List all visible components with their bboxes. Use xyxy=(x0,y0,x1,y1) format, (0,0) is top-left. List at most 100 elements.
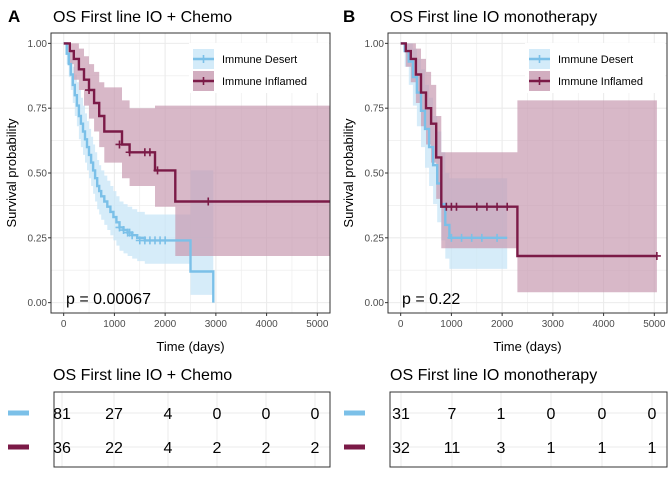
x-tick-label: 5000 xyxy=(643,319,666,330)
y-tick-label: 0.00 xyxy=(365,298,385,309)
risk-table-cell: 0 xyxy=(311,406,320,423)
risk-table-cell: 11 xyxy=(444,440,461,457)
risk-table-title: OS First line IO + Chemo xyxy=(53,367,232,384)
risk-table-cell: 1 xyxy=(547,440,556,457)
censor-mark xyxy=(467,233,476,242)
legend-label-immune-inflamed: Immune Inflamed xyxy=(222,76,307,88)
y-tick-label: 0.25 xyxy=(365,233,385,244)
panel-A: A OS First line IO + Chemo Immune DesertIm… xyxy=(4,7,331,468)
risk-table-background xyxy=(54,392,330,467)
risk-table-cell: 1 xyxy=(598,440,607,457)
risk-table-cell: 0 xyxy=(648,406,657,423)
x-tick-label: 2000 xyxy=(491,319,514,330)
censor-mark xyxy=(493,233,502,242)
censor-mark xyxy=(447,233,456,242)
y-tick-label: 0.50 xyxy=(365,169,385,180)
y-axis: 0.00 0.25 0.50 0.75 1.00 Survival probability xyxy=(341,39,388,309)
x-tick-label: 4000 xyxy=(592,319,615,330)
risk-table-cell: 2 xyxy=(262,440,271,457)
plot-title: OS First line IO monotherapy xyxy=(390,9,597,26)
risk-table-cell: 3 xyxy=(497,440,506,457)
risk-table-cell: 36 xyxy=(53,440,71,457)
y-axis: 0.00 0.25 0.50 0.75 1.00 Survival probability xyxy=(4,39,51,309)
risk-table-cell: 4 xyxy=(164,440,173,457)
censor-mark xyxy=(477,233,486,242)
risk-table-border xyxy=(389,391,668,468)
censor-mark xyxy=(493,202,502,211)
risk-table-cell: 32 xyxy=(392,440,410,457)
survival-curve-immune-inflamed xyxy=(400,42,657,258)
legend: Immune Desert Immune Inflamed xyxy=(189,43,329,93)
ci-band-immune-inflamed xyxy=(400,43,657,293)
censor-mark xyxy=(115,140,124,149)
x-axis-label: Time (days) xyxy=(493,339,561,354)
legend-label-immune-inflamed: Immune Inflamed xyxy=(558,76,643,88)
censor-mark xyxy=(145,148,154,157)
y-axis-label: Survival probability xyxy=(341,118,356,228)
x-tick-label: 3000 xyxy=(542,319,565,330)
risk-table-cell: 27 xyxy=(105,406,123,423)
y-tick-label: 0.25 xyxy=(28,233,48,244)
censor-mark xyxy=(115,223,124,232)
censor-marks-immune-desert xyxy=(447,233,502,242)
plot-title: OS First line IO + Chemo xyxy=(53,9,232,26)
censor-marks-immune-desert xyxy=(115,223,170,245)
y-tick-label: 0.00 xyxy=(28,298,48,309)
risk-table-cell: 0 xyxy=(262,406,271,423)
y-tick-label: 0.75 xyxy=(28,104,48,115)
risk-table-cell: 0 xyxy=(213,406,222,423)
y-tick-label: 1.00 xyxy=(28,39,48,50)
x-axis: 0 1000 2000 3000 4000 5000 Time (days) xyxy=(61,313,329,354)
x-tick-label: 3000 xyxy=(205,319,228,330)
panel-letter: A xyxy=(8,7,20,26)
censor-mark xyxy=(125,148,134,157)
survival-curve-immune-desert xyxy=(400,42,508,239)
risk-table-border xyxy=(53,391,331,468)
x-axis: 0 1000 2000 3000 4000 5000 Time (days) xyxy=(398,313,666,354)
risk-table-cell: 0 xyxy=(547,406,556,423)
risk-table-cell: 81 xyxy=(53,406,71,423)
risk-table-title: OS First line IO monotherapy xyxy=(390,367,597,384)
y-axis-label: Survival probability xyxy=(4,118,19,228)
censor-mark xyxy=(161,236,170,245)
legend: Immune Desert Immune Inflamed xyxy=(525,43,665,93)
y-tick-label: 1.00 xyxy=(365,39,385,50)
x-tick-label: 0 xyxy=(61,319,67,330)
censor-mark xyxy=(457,233,466,242)
x-axis-label: Time (days) xyxy=(156,339,224,354)
x-tick-label: 0 xyxy=(398,319,404,330)
risk-table-cell: 1 xyxy=(648,440,657,457)
censor-marks-immune-inflamed xyxy=(442,202,661,260)
risk-table-cell: 7 xyxy=(448,406,457,423)
risk-table-cell: 4 xyxy=(164,406,173,423)
risk-table-cell: 0 xyxy=(598,406,607,423)
x-tick-label: 1000 xyxy=(440,319,463,330)
panel-letter: B xyxy=(343,7,355,26)
censor-mark xyxy=(119,226,128,235)
risk-table-cell: 22 xyxy=(105,440,123,457)
panel-B: B OS First line IO monotherapy Immune Dese… xyxy=(341,7,668,468)
p-value: p = 0.00067 xyxy=(66,291,151,308)
x-tick-label: 5000 xyxy=(306,319,329,330)
y-tick-label: 0.75 xyxy=(365,104,385,115)
censor-mark xyxy=(452,202,461,211)
censor-mark xyxy=(204,197,213,206)
risk-table-cell: 2 xyxy=(213,440,222,457)
censor-mark xyxy=(85,86,94,95)
censor-mark xyxy=(128,231,137,240)
risk-table-cell: 31 xyxy=(392,406,410,423)
censor-mark xyxy=(472,202,481,211)
x-tick-label: 1000 xyxy=(103,319,126,330)
x-tick-label: 2000 xyxy=(154,319,177,330)
risk-table-cell: 1 xyxy=(497,406,506,423)
ci-band-immune-inflamed xyxy=(63,43,330,257)
censor-mark xyxy=(503,202,512,211)
censor-marks-immune-inflamed xyxy=(85,86,213,206)
x-tick-label: 4000 xyxy=(255,319,278,330)
risk-table-background xyxy=(390,392,667,467)
risk-table-cell: 2 xyxy=(311,440,320,457)
censor-mark xyxy=(153,166,162,175)
